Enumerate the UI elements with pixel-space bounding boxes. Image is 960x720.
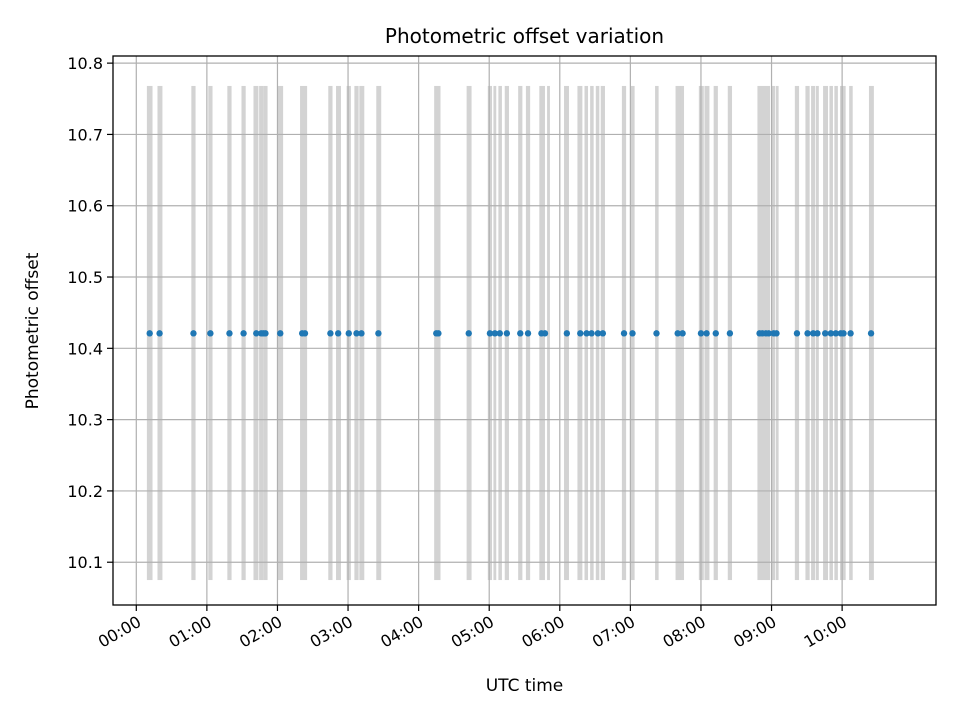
- data-point: [697, 330, 705, 337]
- data-point: [496, 330, 503, 337]
- x-axis-label: UTC time: [486, 676, 564, 696]
- data-point: [804, 330, 811, 337]
- data-point: [375, 330, 382, 337]
- data-point: [773, 330, 780, 337]
- data-point: [583, 330, 590, 337]
- data-point: [353, 330, 360, 337]
- data-point: [599, 330, 607, 337]
- data-point: [503, 330, 511, 337]
- y-tick-label: 10.6: [67, 197, 103, 216]
- data-point: [226, 330, 233, 337]
- data-point: [465, 330, 472, 337]
- data-point: [588, 330, 595, 337]
- data-point: [620, 330, 628, 337]
- data-point: [674, 330, 681, 337]
- data-point: [867, 330, 875, 337]
- data-point: [240, 330, 247, 337]
- data-point: [262, 330, 269, 337]
- y-tick-label: 10.5: [67, 268, 103, 287]
- data-point: [653, 330, 660, 337]
- exposure-band: [547, 85, 550, 581]
- data-point: [277, 330, 284, 337]
- data-point: [814, 330, 821, 337]
- data-point: [334, 330, 342, 337]
- data-point: [541, 330, 549, 337]
- y-tick-label: 10.3: [67, 411, 103, 430]
- data-point: [726, 330, 734, 337]
- plot-frame: [112, 55, 937, 606]
- data-point: [253, 330, 260, 337]
- data-point: [345, 330, 352, 337]
- points-layer: [146, 330, 875, 337]
- y-axis-label: Photometric offset: [23, 252, 43, 409]
- data-point: [435, 330, 442, 337]
- data-point: [301, 330, 309, 337]
- data-point: [679, 330, 686, 337]
- y-tick-label: 10.2: [67, 482, 103, 501]
- data-point: [629, 330, 636, 337]
- y-axis: 10.1 10.2 10.3 10.4 10.5 10.6 10.7 10.8: [67, 54, 113, 572]
- data-point: [847, 330, 854, 337]
- data-point: [358, 330, 365, 337]
- data-point: [486, 330, 494, 337]
- data-point: [594, 330, 602, 337]
- data-point: [146, 330, 153, 337]
- y-tick-label: 10.1: [67, 553, 103, 572]
- y-tick-label: 10.7: [67, 125, 103, 144]
- data-point: [832, 330, 839, 337]
- y-tick-label: 10.8: [67, 54, 103, 73]
- data-point: [765, 330, 772, 337]
- data-point: [703, 330, 710, 337]
- data-point: [577, 330, 584, 337]
- data-point: [491, 330, 499, 337]
- chart-title: Photometric offset variation: [385, 24, 664, 48]
- data-point: [207, 330, 214, 337]
- data-point: [793, 330, 801, 337]
- data-point: [821, 330, 829, 337]
- data-point: [840, 330, 847, 337]
- data-point: [190, 330, 197, 337]
- data-point: [156, 330, 163, 337]
- y-tick-label: 10.4: [67, 339, 103, 358]
- data-point: [524, 330, 532, 337]
- data-point: [827, 330, 835, 337]
- data-point: [712, 330, 719, 337]
- data-point: [563, 330, 571, 337]
- data-point: [517, 330, 524, 337]
- data-point: [327, 330, 334, 337]
